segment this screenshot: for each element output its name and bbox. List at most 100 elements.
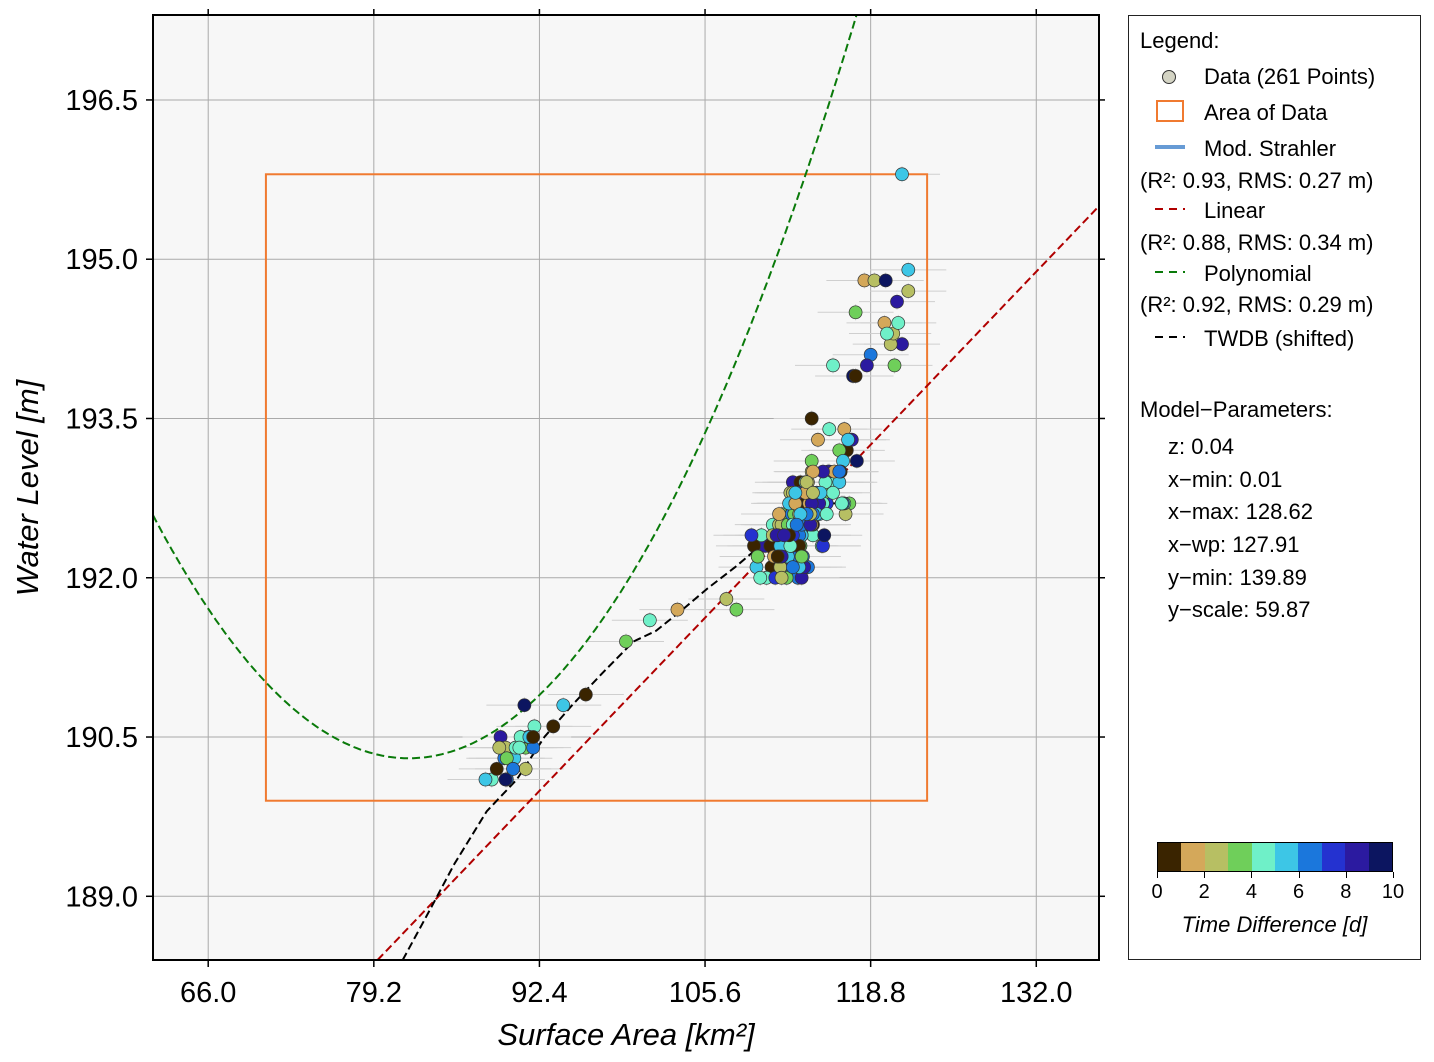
data-point [890,294,904,309]
colorbar [1157,842,1393,872]
data-point [878,273,893,288]
y-tick-label: 190.5 [65,722,138,754]
colorbar-segment [1368,843,1393,871]
data-point [753,570,768,585]
colorbar-segment [1158,843,1182,871]
legend-data-marker [1162,70,1176,84]
legend-area-swatch [1156,100,1184,122]
x-tick-label: 92.4 [511,977,567,1009]
data-point [817,528,832,543]
legend-strahler-stats: (R²: 0.93, RMS: 0.27 m) [1140,168,1374,193]
data-point [774,570,789,585]
data-point [819,507,834,521]
data-point [799,475,814,490]
data-point [670,602,685,617]
legend-strahler-label: Mod. Strahler [1204,136,1337,161]
colorbar-tick-mark [1345,872,1347,878]
legend-area-label: Area of Data [1204,100,1328,125]
data-point [518,762,533,776]
x-tick-label: 132.0 [1000,977,1073,1009]
y-tick-label: 196.5 [65,85,138,117]
legend-title: Legend: [1140,28,1220,53]
legend-poly-swatch [1155,271,1185,273]
colorbar-segment [1204,843,1229,871]
legend-poly-label: Polynomial [1204,261,1312,286]
data-point [499,751,514,766]
data-point [478,772,493,787]
data-point [841,432,855,447]
data-point [719,592,734,606]
params-title: Model−Parameters: [1140,397,1333,422]
data-point [832,464,847,479]
param-y-min: y−min: 139.89 [1168,565,1307,590]
data-point [489,762,504,776]
data-point [498,772,513,787]
plot-area [153,15,1099,960]
param-z: z: 0.04 [1168,434,1235,459]
colorbar-tick-mark [1204,872,1206,878]
linear-line [376,205,1099,960]
data-point [806,485,820,500]
data-point [794,549,809,564]
colorbar-tick-label: 0 [1151,881,1163,903]
colorbar-tick-label: 4 [1245,881,1257,903]
legend-linear-stats: (R²: 0.88, RMS: 0.34 m) [1140,230,1374,255]
data-point [804,411,819,426]
data-point [526,730,541,744]
legend-twdb-swatch [1155,336,1185,338]
data-point [517,698,532,713]
legend-linear-swatch [1155,208,1185,210]
x-tick-label: 105.6 [669,977,742,1009]
colorbar-segment [1298,843,1322,871]
param-y-scale: y−scale: 59.87 [1168,597,1311,622]
data-point [546,719,561,734]
axis-ticks: 66.0 79.2 92.4 105.6 118.8 132.0 189.0 190.5 192… [65,9,1105,1009]
colorbar-segment [1345,843,1369,871]
colorbar-tick-mark [1393,872,1394,878]
colorbar-tick-label: 6 [1293,881,1305,903]
data-point [822,422,837,436]
data-point [506,762,520,776]
y-tick-label: 189.0 [65,881,138,913]
data-point [806,464,820,479]
plot-frame [152,14,1100,961]
legend-strahler-swatch [1155,145,1185,149]
data-area-rect [264,173,929,802]
x-tick-label: 118.8 [835,977,905,1009]
data-point [772,507,786,521]
colorbar-tick-mark [1298,872,1300,878]
param-x-min: x−min: 0.01 [1168,467,1283,492]
y-tick-label: 193.5 [65,403,138,435]
data-point [901,262,916,277]
data-point [811,432,825,447]
data-point [512,740,527,755]
legend-linear-label: Linear [1204,198,1266,223]
data-point [887,358,902,373]
data-point [788,485,803,500]
data-point [895,167,909,182]
data-point [826,358,840,373]
data-point [642,613,657,628]
data-point [850,454,864,468]
data-point [834,496,849,511]
y-axis-label: Water Level [m] [10,378,45,596]
x-axis-label: Surface Area [km²] [497,1017,756,1052]
colorbar-tick-label: 8 [1340,881,1352,903]
data-point [880,326,894,341]
data-point [848,369,863,383]
colorbar-segment [1181,843,1205,871]
data-point [860,358,874,373]
data-point [729,602,744,617]
colorbar-segment [1321,843,1346,871]
legend-poly-stats: (R²: 0.92, RMS: 0.29 m) [1140,292,1374,317]
y-tick-label: 192.0 [65,563,138,595]
y-tick-label: 195.0 [65,244,138,276]
colorbar-segment [1251,843,1276,871]
data-point [492,740,507,755]
legend: Legend: Data (261 Points) Area of Data M… [1128,15,1421,960]
data-point [750,549,765,564]
data-point [770,549,785,564]
colorbar-tick-label: 10 [1381,881,1405,903]
data-point [579,687,593,702]
data-point [789,517,804,532]
